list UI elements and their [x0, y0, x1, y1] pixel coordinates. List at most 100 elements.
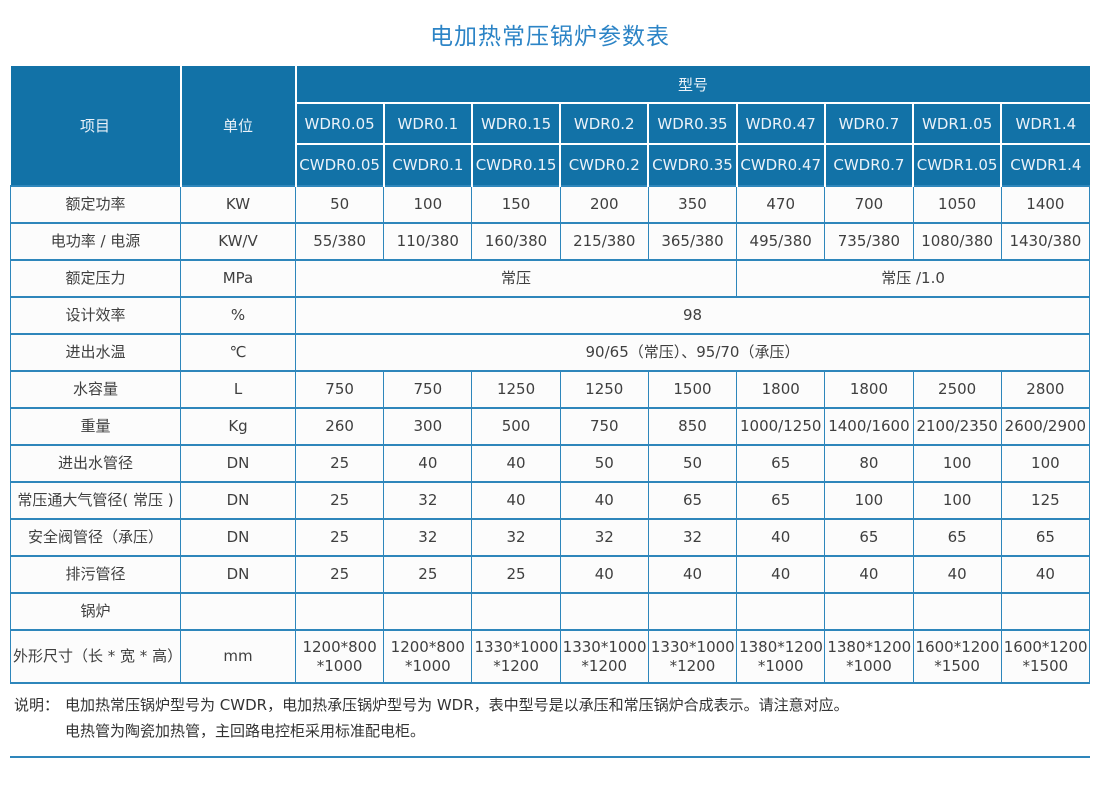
model-header-cwdr: CWDR0.2 — [559, 143, 649, 186]
model-header-cwdr: CWDR0.35 — [647, 143, 737, 186]
row-value: 50 — [294, 185, 385, 224]
row-value — [824, 592, 914, 631]
row-value: 1600*1200 *1500 — [1000, 629, 1091, 684]
row-value: 750 — [294, 370, 385, 409]
row-label: 进出水管径 — [10, 444, 181, 483]
row-unit: DN — [180, 444, 296, 483]
table-row: 进出水管径 DN 25 40 40 50 50 65 80 100 100 — [10, 444, 1091, 483]
header-model-group-label: 型号 — [294, 66, 1090, 103]
row-value: 1800 — [824, 370, 914, 409]
row-label: 额定功率 — [10, 185, 181, 224]
row-value-span: 常压 — [294, 259, 738, 298]
row-value: 32 — [383, 481, 473, 520]
row-unit: ℃ — [180, 333, 296, 372]
row-unit: L — [180, 370, 296, 409]
row-value: 1250 — [471, 370, 561, 409]
row-value: 2100/2350 — [912, 407, 1002, 446]
boiler-parameters-table: 项目 单位 型号 WDR0.05 WDR0.1 WDR0.15 WDR0.2 WDR0.… — [10, 66, 1091, 684]
model-header-wdr: WDR0.47 — [735, 102, 825, 144]
row-value — [1000, 592, 1091, 631]
model-header-wdr: WDR0.7 — [823, 102, 914, 144]
table-header: 项目 单位 型号 WDR0.05 WDR0.1 WDR0.15 WDR0.2 WDR0.… — [10, 66, 1090, 186]
row-value: 160/380 — [471, 222, 561, 261]
row-value: 65 — [736, 481, 826, 520]
row-value: 1330*1000 *1200 — [647, 629, 738, 684]
table-row: 额定功率 KW 50 100 150 200 350 470 700 1050 1400 — [10, 185, 1091, 224]
row-value: 1200*800 *1000 — [294, 629, 385, 684]
table-row: 设计效率% 98 — [10, 296, 1090, 335]
row-value: 1050 — [912, 185, 1002, 224]
row-value — [471, 592, 561, 631]
row-value: 700 — [824, 185, 914, 224]
row-value: 2500 — [912, 370, 1002, 409]
table-row: 排污管径 DN 25 25 25 40 40 40 40 40 40 — [10, 555, 1091, 594]
row-unit: mm — [180, 629, 296, 684]
row-label: 重量 — [10, 407, 181, 446]
row-value: 1200*800 *1000 — [383, 629, 473, 684]
model-header-wdr: WDR0.1 — [382, 102, 472, 144]
row-unit: KW — [180, 185, 296, 224]
row-value: 40 — [559, 555, 649, 594]
model-header-cwdr: CWDR0.05 — [294, 143, 384, 186]
row-value: 40 — [736, 555, 826, 594]
model-header-cwdr: CWDR0.15 — [470, 143, 561, 186]
row-value: 1080/380 — [912, 222, 1002, 261]
page: 电加热常压锅炉参数表 项目 单位 型号 WDR0.05 WDR0.1 WDR0.15… — [10, 24, 1091, 758]
table-row: 进出水温 ℃ 90/65（常压）、95/70（承压） — [10, 333, 1090, 372]
row-value: 32 — [647, 518, 738, 557]
table-row: 重量 Kg 260 300 500 750 850 1000/1250 1400/1600 210… — [10, 407, 1091, 446]
row-label: 外形尺寸（长 * 宽 * 高） — [10, 629, 182, 684]
row-value: 55/380 — [294, 222, 385, 261]
row-label: 电功率 / 电源 — [10, 222, 181, 261]
row-value: 100 — [824, 481, 914, 520]
model-header-cwdr: CWDR0.7 — [823, 143, 914, 186]
row-value: 2600/2900 — [1000, 407, 1091, 446]
row-value-span: 98 — [295, 296, 1090, 335]
row-value: 1800 — [736, 370, 826, 409]
row-value: 300 — [383, 407, 473, 446]
row-value: 1500 — [647, 370, 738, 409]
model-header-wdr: WDR0.2 — [559, 102, 649, 144]
row-unit: DN — [180, 555, 296, 594]
model-header-cwdr: CWDR1.05 — [912, 143, 1002, 186]
row-label: 设计效率 — [10, 296, 181, 335]
model-header-wdr: WDR1.4 — [1000, 102, 1090, 144]
row-value: 100 — [912, 444, 1002, 483]
row-value — [912, 592, 1002, 631]
table-row: 额定压力 MPa 常压 常压 /1.0 — [10, 259, 1090, 298]
row-unit: KW/V — [180, 222, 296, 261]
row-value — [383, 592, 473, 631]
row-value: 350 — [647, 185, 738, 224]
footnote-lines: 电加热常压锅炉型号为 CWDR，电加热承压锅炉型号为 WDR，表中型号是以承压和… — [59, 693, 1088, 744]
row-value: 470 — [736, 185, 826, 224]
table-row: 外形尺寸（长 * 宽 * 高） mm 1200*800 *1000 1200*800 … — [10, 629, 1091, 684]
row-label: 安全阀管径（承压） — [10, 518, 181, 557]
model-header-wdr: WDR0.05 — [294, 102, 384, 144]
row-value — [294, 592, 385, 631]
row-value: 1250 — [559, 370, 649, 409]
row-value: 1430/380 — [1000, 222, 1091, 261]
row-unit: % — [180, 296, 296, 335]
table-row: 水容量 L 750 750 1250 1250 1500 1800 1800 2500 2800 — [10, 370, 1091, 409]
footnote-line-1: 电加热常压锅炉型号为 CWDR，电加热承压锅炉型号为 WDR，表中型号是以承压和… — [65, 696, 849, 714]
row-value: 365/380 — [647, 222, 738, 261]
model-header-cwdr: CWDR0.47 — [735, 143, 825, 186]
page-title: 电加热常压锅炉参数表 — [430, 24, 670, 50]
row-value: 32 — [383, 518, 473, 557]
row-value: 25 — [294, 518, 385, 557]
row-value: 1400 — [1000, 185, 1091, 224]
model-header-wdr: WDR1.05 — [912, 102, 1002, 144]
header-row-cwdr: CWDR0.05 CWDR0.1 CWDR0.15 CWDR0.2 CWDR0.35 CW… — [11, 143, 1090, 186]
model-header-cwdr: CWDR0.1 — [382, 143, 472, 186]
row-value — [559, 592, 649, 631]
row-value: 25 — [383, 555, 473, 594]
row-label: 常压通大气管径( 常压 ) — [10, 481, 181, 520]
row-value: 1400/1600 — [824, 407, 914, 446]
row-value-span: 常压 /1.0 — [736, 259, 1090, 298]
footnote-prefix: 说明： — [14, 696, 60, 714]
row-value: 25 — [294, 555, 385, 594]
row-value: 32 — [471, 518, 561, 557]
row-value: 40 — [824, 555, 914, 594]
table-row: 锅炉 — [10, 592, 1091, 631]
row-unit: MPa — [180, 259, 296, 298]
